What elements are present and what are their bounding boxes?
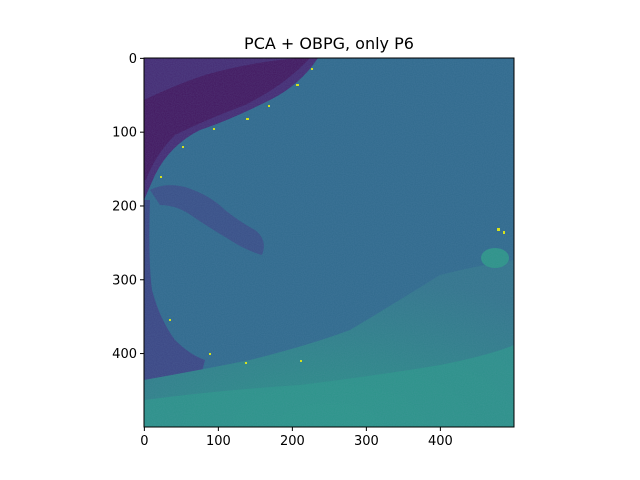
chart-title: PCA + OBPG, only P6 (244, 34, 414, 53)
y-tick-label: 100 (112, 126, 137, 141)
x-tick-label: 100 (206, 434, 231, 449)
y-tick-label: 0 (129, 52, 137, 67)
x-tick-label: 400 (428, 434, 453, 449)
plot-frame (143, 57, 515, 428)
y-tick-label: 200 (112, 199, 137, 214)
x-tick-label: 0 (140, 434, 148, 449)
x-tick-label: 200 (280, 434, 305, 449)
x-tick-label: 300 (354, 434, 379, 449)
x-axis: 0 100 200 300 400 (140, 427, 453, 449)
heatmap-image (144, 58, 514, 427)
y-tick-label: 400 (112, 347, 137, 362)
y-axis: 0 100 200 300 400 (112, 52, 144, 362)
heatmap-bright-specks (160, 68, 505, 364)
y-tick-label: 300 (112, 273, 137, 288)
